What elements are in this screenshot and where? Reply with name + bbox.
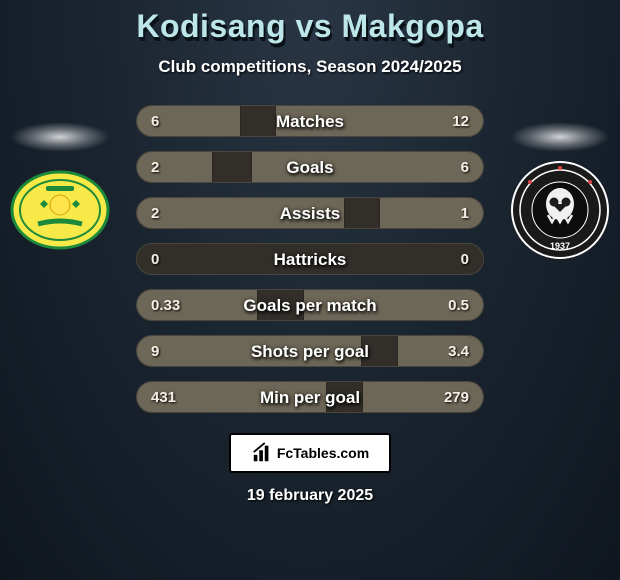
stat-label: Matches — [137, 106, 483, 137]
stats-container: 612Matches 26Goals 21Assists 00Hattricks 0.3… — [136, 105, 484, 413]
stat-label: Hattricks — [137, 244, 483, 275]
stat-label: Goals — [137, 152, 483, 183]
stat-label: Shots per goal — [137, 336, 483, 367]
stat-label: Assists — [137, 198, 483, 229]
stat-row: 612Matches — [136, 105, 484, 137]
badge-shadow — [10, 122, 110, 152]
badge-shadow — [510, 122, 610, 152]
stat-label: Goals per match — [137, 290, 483, 321]
stat-row: 26Goals — [136, 151, 484, 183]
footer-brand-text: FcTables.com — [277, 445, 369, 461]
badge-left — [10, 160, 110, 260]
team-crest-right: 1937 — [510, 160, 610, 260]
subtitle: Club competitions, Season 2024/2025 — [0, 57, 620, 77]
chart-icon — [251, 442, 273, 464]
badge-right: 1937 — [510, 160, 610, 260]
stat-row: 21Assists — [136, 197, 484, 229]
stat-row: 431279Min per goal — [136, 381, 484, 413]
stat-row: 0.330.5Goals per match — [136, 289, 484, 321]
page-title: Kodisang vs Makgopa — [0, 0, 620, 45]
stat-label: Min per goal — [137, 382, 483, 413]
team-crest-left — [10, 160, 110, 260]
stat-row: 00Hattricks — [136, 243, 484, 275]
footer-brand-badge[interactable]: FcTables.com — [229, 433, 391, 473]
stat-row: 93.4Shots per goal — [136, 335, 484, 367]
date-label: 19 february 2025 — [0, 487, 620, 505]
badge-year: 1937 — [550, 241, 570, 251]
